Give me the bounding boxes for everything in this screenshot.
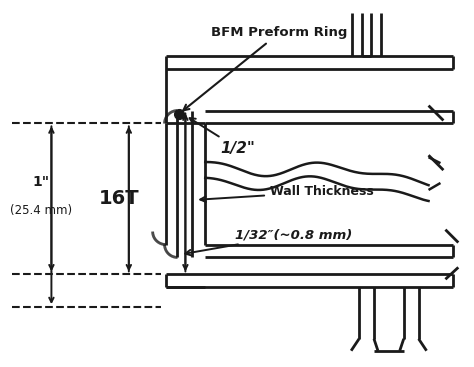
Text: 1/32″(~0.8 mm): 1/32″(~0.8 mm) (185, 228, 352, 255)
Text: 16T: 16T (99, 189, 139, 208)
Text: Wall Thickness: Wall Thickness (200, 185, 374, 202)
Text: BFM Preform Ring: BFM Preform Ring (183, 26, 348, 110)
Text: 1/2": 1/2" (190, 118, 255, 156)
Text: (25.4 mm): (25.4 mm) (10, 189, 73, 217)
Text: 1": 1" (33, 175, 50, 189)
